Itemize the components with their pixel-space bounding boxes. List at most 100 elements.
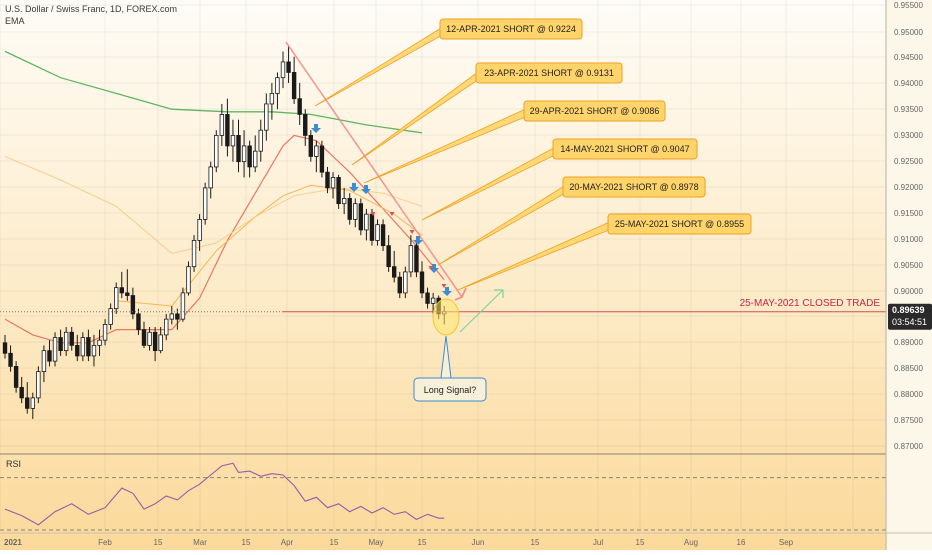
candle-down: [325, 171, 330, 189]
projected-long-arrow: [459, 289, 504, 333]
candle-up: [191, 240, 197, 268]
short-signal-arrow-icon: [311, 124, 321, 133]
time-axis-label: Mar: [193, 538, 207, 547]
candle-down: [319, 145, 325, 173]
candle-down: [391, 266, 397, 278]
short-marker-icon: [428, 266, 434, 270]
candle-down: [291, 72, 297, 100]
candle-up: [252, 150, 258, 168]
candle-down: [380, 224, 386, 247]
candle-down: [119, 287, 124, 294]
price-tick-label: 0.87500: [894, 416, 923, 425]
trend-line-end-marker: [454, 287, 467, 301]
price-tick-label: 0.93500: [894, 105, 923, 114]
candle-up: [197, 219, 202, 241]
candle-down: [286, 61, 291, 73]
annotation-text: 25-MAY-2021 SHORT @ 0.8955: [615, 219, 744, 229]
annotation-box: [475, 62, 623, 84]
candle-down: [86, 337, 91, 357]
candle-down: [308, 135, 313, 157]
ema-line-1: [4, 134, 445, 344]
short-signal-arrow-icon: [349, 183, 359, 192]
candle-up: [219, 114, 225, 136]
ema-line-3: [4, 155, 423, 255]
price-tick-label: 0.92000: [894, 183, 923, 192]
annotation-text: 12-APR-2021 SHORT @ 0.9224: [446, 24, 576, 34]
candle-down: [225, 114, 230, 147]
price-tick-label: 0.88000: [894, 390, 923, 399]
time-axis-label: 2021: [4, 538, 22, 547]
candle-down: [347, 198, 352, 220]
time-axis-label: 16: [737, 538, 746, 547]
time-axis-label: 15: [330, 538, 339, 547]
candle-down: [69, 331, 74, 346]
candle-down: [303, 114, 308, 136]
time-axis-label: Feb: [98, 538, 112, 547]
candle-down: [397, 276, 402, 294]
candle-down: [425, 292, 430, 304]
candle-down: [152, 331, 158, 352]
candle-down: [175, 313, 180, 320]
candle-down: [386, 245, 391, 268]
candle-up: [264, 103, 269, 131]
candle-up: [375, 224, 380, 241]
candle-down: [236, 135, 241, 163]
candle-down: [130, 295, 136, 315]
candle-down: [369, 213, 375, 241]
candle-up: [63, 331, 69, 352]
price-tick-label: 0.91500: [894, 209, 923, 218]
price-tick-label: 0.89000: [894, 338, 923, 347]
candle-up: [214, 135, 219, 168]
candle-down: [247, 145, 252, 168]
time-axis-label: Jul: [593, 538, 603, 547]
price-tick-label: 0.94500: [894, 53, 923, 62]
long-signal-highlight: [432, 298, 460, 336]
annotation-text: 14-MAY-2021 SHORT @ 0.9047: [560, 144, 689, 154]
indicator-label: EMA: [5, 16, 25, 26]
candle-up: [91, 344, 97, 357]
candle-up: [280, 61, 286, 79]
candle-up: [208, 166, 213, 189]
candle-up: [30, 397, 35, 409]
candle-up: [52, 337, 58, 362]
candle-up: [80, 337, 86, 357]
annotation-box: [562, 176, 706, 198]
annotation-box: [523, 100, 666, 122]
candle-up: [275, 77, 280, 94]
closed-trade-label: 25-MAY-2021 CLOSED TRADE: [740, 298, 881, 309]
chart-title: U.S. Dollar / Swiss Franc, 1D, FOREX.com: [5, 4, 178, 14]
price-tick-label: 0.88500: [894, 364, 923, 373]
candle-up: [403, 271, 408, 294]
price-tick-label: 0.87000: [894, 442, 923, 451]
price-tick-label: 0.94000: [894, 79, 923, 88]
short-marker-icon: [441, 284, 447, 288]
candle-down: [336, 177, 341, 205]
candle-up: [230, 135, 236, 147]
candle-down: [414, 245, 419, 273]
candle-down: [58, 337, 63, 352]
candle-down: [47, 350, 52, 362]
candle-down: [8, 352, 13, 367]
time-axis-label: Sep: [779, 538, 794, 547]
candle-down: [19, 386, 24, 399]
price-tick-label: 0.90000: [894, 287, 923, 296]
candle-down: [125, 292, 130, 296]
annotation-box: [439, 18, 583, 40]
time-axis-label: 15: [154, 538, 163, 547]
candle-down: [141, 329, 147, 346]
candle-up: [353, 203, 358, 220]
price-tick-label: 0.92500: [894, 157, 923, 166]
candle-up: [258, 129, 263, 152]
candle-down: [2, 342, 8, 354]
last-price-badge: [888, 303, 932, 330]
short-signal-arrow-icon: [361, 185, 371, 194]
short-signal-arrow-icon: [429, 264, 439, 273]
candle-up: [102, 323, 108, 341]
rsi-line: [4, 462, 445, 526]
price-tick-label: 0.91000: [894, 235, 923, 244]
candle-up: [169, 313, 174, 320]
candle-up: [364, 213, 369, 231]
